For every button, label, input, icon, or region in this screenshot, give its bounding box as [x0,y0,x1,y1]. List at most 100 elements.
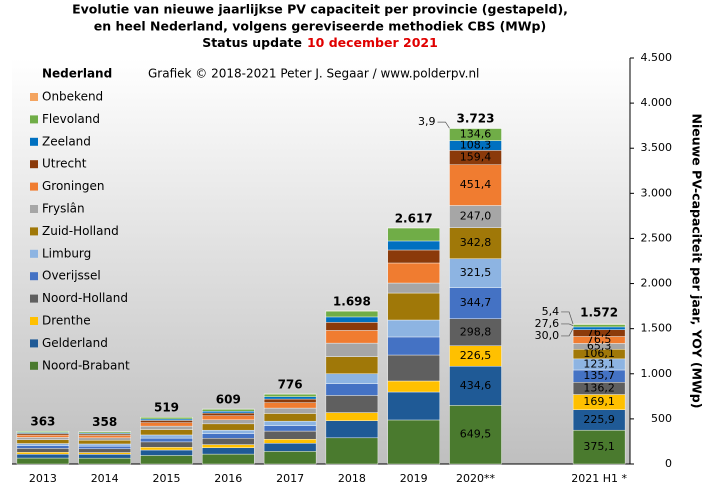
total-label: 519 [154,401,179,415]
bar-segment [264,413,316,421]
bar-segment [79,453,131,455]
bar-segment [141,435,193,438]
legend-label: Onbekend [42,90,103,104]
data-label: 434,6 [460,379,492,392]
x-tick-label: 2013 [29,472,57,485]
bar-segment [141,423,193,426]
bar-segment [573,327,625,330]
legend-title: Nederland [42,67,112,81]
y-tick-label: 3.000 [641,186,673,199]
bar-segment [264,394,316,397]
legend-swatch [30,93,38,101]
bar-segment [388,355,440,381]
y-tick-label: 1.000 [641,367,673,380]
bar-segment [264,439,316,443]
total-label: 1.572 [580,306,618,320]
bar-segment [79,438,131,440]
bar-segment [202,411,254,413]
bar-segment [17,437,69,439]
bar-segment [141,455,193,464]
total-label: 358 [92,415,117,429]
status-line: Status update 10 december 2021 [202,35,438,50]
bar-segment [388,250,440,263]
x-tick-label: 2015 [153,472,181,485]
status-date: 10 december 2021 [307,35,438,50]
bar-segment [264,426,316,431]
bar-segment [202,454,254,464]
bar-segment [326,330,378,343]
x-tick-label: 2021 H1 * [571,472,627,485]
data-label: 342,8 [460,236,492,249]
legend-swatch [30,138,38,146]
legend-swatch [30,250,38,258]
bar-segment [326,413,378,421]
annotation: Grafiek © 2018-2021 Peter J. Segaar / ww… [148,67,479,81]
bar-segment [17,448,69,452]
legend-label: Noord-Brabant [42,358,130,372]
bar-segment [388,283,440,293]
y-axis-label: Nieuwe PV-capaciteit per jaar, YOY (MWp) [690,114,705,409]
legend-label: Zeeland [42,134,91,148]
bar-segment [264,403,316,408]
bar-segment [388,241,440,250]
x-tick-label: 2018 [338,472,366,485]
bar-segment [79,458,131,464]
bar-segment [326,343,378,357]
y-tick-label: 4.000 [641,96,673,109]
data-label: 247,0 [460,210,492,223]
legend-label: Gelderland [42,336,108,350]
bar-segment [79,434,131,436]
bar-segment [79,435,131,437]
bar-segment [79,449,131,453]
chart-title: en heel Nederland, volgens gereviseerde … [94,19,546,34]
bar-segment [141,438,193,442]
total-label: 1.698 [333,294,371,308]
bar-segment [326,357,378,374]
data-label: 375,1 [583,440,615,453]
bar-segment [388,420,440,464]
bar-segment [388,381,440,392]
bar-segment [326,395,378,412]
bar-segment [17,444,69,446]
bar-segment [388,293,440,320]
bar-segment [17,452,69,454]
bar-segment [17,440,69,444]
bar-segment [141,419,193,420]
bar-segment [264,397,316,399]
bar-segment [388,320,440,337]
bar-segment [202,420,254,424]
legend-label: Overijssel [42,269,101,283]
bar-segment [264,408,316,413]
legend-label: Zuid-Holland [42,224,119,238]
bar-segment [17,446,69,449]
bar-segment [141,430,193,435]
bar-segment [388,392,440,420]
data-label: 136,2 [583,381,615,394]
bar-segment [326,322,378,330]
bar-segment [573,324,625,326]
bar-segment [202,413,254,416]
bar-segment [141,442,193,447]
bar-segment [388,337,440,355]
bar-segment [326,374,378,384]
status: Status update [202,35,302,50]
y-tick-label: 2.500 [641,231,673,244]
legend-label: Limburg [42,246,91,260]
x-tick-label: 2020** [456,472,495,485]
legend-label: Flevoland [42,112,100,126]
bar-segment [202,430,254,434]
bar-segment [264,451,316,464]
legend-swatch [30,272,38,280]
bar-segment [141,420,193,422]
bar-segment [326,384,378,396]
legend-label: Noord-Holland [42,291,128,305]
legend-label: Groningen [42,179,104,193]
bar-segment [17,454,69,458]
data-label: 225,9 [583,413,615,426]
bar-segment [326,438,378,464]
data-label: 134,6 [460,128,492,141]
legend-swatch [30,227,38,235]
bar-segment [264,443,316,451]
x-tick-label: 2017 [276,472,304,485]
